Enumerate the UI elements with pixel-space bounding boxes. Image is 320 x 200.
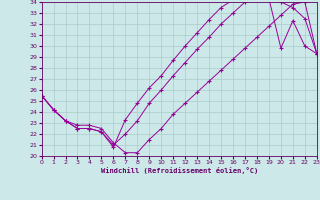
X-axis label: Windchill (Refroidissement éolien,°C): Windchill (Refroidissement éolien,°C) (100, 167, 258, 174)
